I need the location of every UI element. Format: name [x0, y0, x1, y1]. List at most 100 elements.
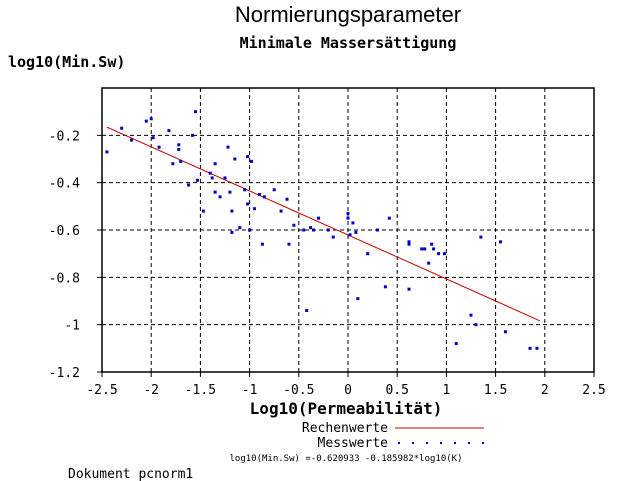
data-point: [213, 162, 217, 166]
data-point: [366, 252, 370, 256]
data-point: [228, 190, 232, 194]
data-point: [309, 226, 313, 230]
data-point: [201, 209, 205, 213]
data-point: [226, 145, 230, 149]
fit-line: [106, 126, 541, 322]
legend-swatch-messwerte: [398, 442, 484, 444]
data-point: [233, 157, 237, 161]
data-point: [193, 110, 197, 114]
legend-dot: [482, 442, 484, 444]
data-point: [292, 223, 296, 227]
data-point: [262, 195, 266, 199]
data-point: [312, 228, 316, 232]
data-point: [528, 346, 532, 350]
data-point: [250, 159, 254, 163]
data-point: [213, 190, 217, 194]
data-point: [346, 216, 350, 220]
data-point: [383, 285, 387, 289]
data-point: [474, 323, 478, 327]
data-point: [130, 138, 134, 142]
data-point: [407, 240, 411, 244]
y-tick-label: -0.6: [49, 224, 80, 239]
data-point: [120, 126, 124, 130]
data-point: [326, 228, 330, 232]
data-point: [346, 211, 350, 215]
data-point: [407, 242, 411, 246]
data-point: [376, 228, 380, 232]
data-point: [223, 176, 227, 180]
y-axis-label: log10(Min.Sw): [8, 53, 125, 71]
scatter-points-group: [105, 110, 539, 350]
data-point: [356, 297, 360, 301]
data-point: [253, 207, 257, 211]
data-point: [230, 230, 234, 234]
data-point: [287, 242, 291, 246]
x-tick-label: -1: [242, 383, 258, 398]
data-point: [305, 308, 309, 312]
data-point: [348, 233, 352, 237]
data-point: [331, 235, 335, 239]
y-tick-labels: -0.2 -0.4 -0.6 -0.8 -1 -1.2: [49, 129, 102, 381]
data-point: [243, 188, 247, 192]
data-point: [218, 195, 222, 199]
legend-dot: [440, 442, 442, 444]
regression-formula: log10(Min.Sw) =-0.620933 -0.185982*log10…: [230, 454, 463, 464]
data-point: [187, 183, 191, 187]
y-tick-label: -0.8: [49, 271, 80, 286]
document-label: Dokument pcnorm1: [68, 467, 193, 481]
fit-line-group: [106, 126, 541, 322]
data-point: [208, 171, 212, 175]
data-point: [248, 228, 252, 232]
x-tick-label: 2: [541, 383, 549, 398]
data-point: [171, 162, 175, 166]
x-tick-labels: -2.5 -2 -1.5 -1 -0.5 0 0.5 1 1.5 2 2.5: [86, 372, 606, 398]
legend-dot: [426, 442, 428, 444]
grid-lines: [102, 88, 594, 372]
data-point: [151, 136, 155, 140]
legend-dot: [398, 442, 400, 444]
data-point: [499, 240, 503, 244]
data-point: [469, 313, 473, 317]
data-point: [442, 252, 446, 256]
data-point: [432, 247, 436, 251]
data-point: [479, 235, 483, 239]
data-point: [316, 216, 320, 220]
legend-dot: [454, 442, 456, 444]
data-point: [149, 117, 153, 121]
data-point: [177, 148, 181, 152]
data-point: [387, 216, 391, 220]
y-tick-label: -1.2: [49, 366, 80, 381]
data-point: [427, 261, 431, 265]
data-point: [430, 242, 434, 246]
data-point: [354, 230, 358, 234]
data-point: [503, 330, 507, 334]
legend: Rechenwerte Messwerte: [302, 421, 484, 451]
data-point: [257, 193, 261, 196]
data-point: [423, 247, 427, 251]
y-tick-label: -0.4: [49, 177, 80, 192]
data-point: [157, 145, 161, 149]
x-tick-label: 2.5: [582, 383, 605, 398]
data-point: [302, 228, 306, 232]
data-point: [179, 159, 183, 163]
y-tick-label: -0.2: [49, 129, 80, 144]
data-point: [260, 242, 264, 246]
x-tick-label: 0.5: [385, 383, 408, 398]
data-point: [285, 197, 289, 201]
x-axis-label: Log10(Permeabilität): [250, 399, 443, 418]
data-point: [195, 178, 199, 182]
x-tick-label: 1.5: [484, 383, 507, 398]
data-point: [230, 209, 234, 213]
data-point: [407, 287, 411, 291]
data-point: [246, 155, 250, 159]
data-point: [535, 346, 539, 350]
data-point: [210, 176, 214, 180]
legend-label-messwerte: Messwerte: [318, 436, 389, 451]
data-point: [272, 188, 276, 192]
data-point: [437, 252, 441, 256]
y-tick-label: -1: [64, 319, 80, 334]
data-point: [167, 129, 171, 133]
data-point: [246, 202, 250, 206]
data-point: [105, 150, 109, 154]
data-point: [238, 226, 242, 230]
